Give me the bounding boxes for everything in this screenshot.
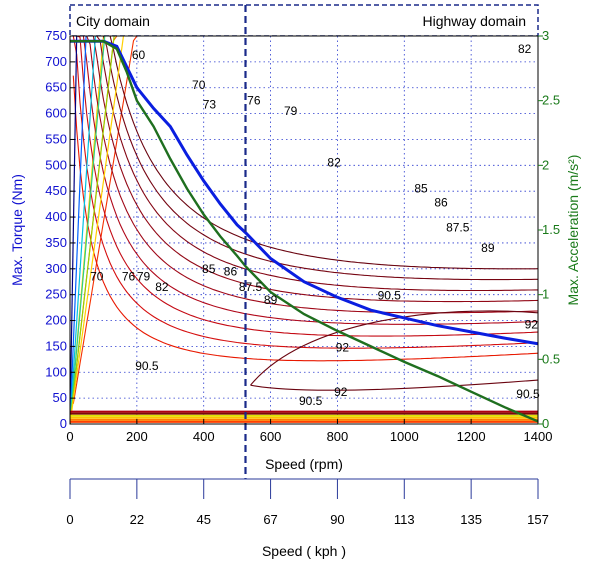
- kph-tick-label: 90: [330, 512, 344, 527]
- contour-fan-line: [70, 36, 87, 424]
- x-axis-ticks: 0 200 400 600 800 1000 1200 1400: [66, 419, 552, 444]
- right-tick-label: 0: [542, 416, 549, 431]
- x-tick-label: 400: [193, 429, 215, 444]
- contour-label: 79: [137, 270, 151, 284]
- x-axis-label: Speed (rpm): [265, 456, 343, 472]
- contour-label: 79: [284, 104, 298, 118]
- contour-label: 89: [481, 241, 495, 255]
- contour-line: [73, 36, 538, 337]
- right-axis-ticks: 0 0.5 1 1.5 2 2.5 3: [538, 28, 560, 431]
- left-tick-label: 300: [45, 261, 67, 276]
- x-tick-label: 600: [260, 429, 282, 444]
- contour-label: 90.5: [299, 394, 323, 408]
- contour-label: 86: [224, 264, 238, 278]
- x-tick-label: 800: [327, 429, 349, 444]
- contour-label: 90.5: [516, 387, 540, 401]
- city-domain-label: City domain: [76, 13, 150, 29]
- contour-label: 87.5: [239, 280, 263, 294]
- kph-tick-label: 67: [263, 512, 277, 527]
- kph-tick-label: 135: [460, 512, 482, 527]
- left-tick-label: 500: [45, 157, 67, 172]
- right-axis-label: Max. Acceleration (m/s²): [565, 155, 581, 306]
- contour-label: 85: [202, 262, 216, 276]
- left-axis-ticks: 0 50 100 150 200 250 300 350 400 450 500 550 600 650 7…: [45, 28, 75, 431]
- left-tick-label: 0: [60, 416, 67, 431]
- x-tick-label: 1200: [457, 429, 486, 444]
- contour-label: 85: [414, 182, 428, 196]
- contour-fan-line: [70, 36, 115, 424]
- contour-label: 82: [327, 156, 341, 170]
- grid-lines: [70, 36, 538, 424]
- contour-label: 73: [203, 97, 217, 111]
- right-tick-label: 1: [542, 287, 549, 302]
- contour-line: [73, 36, 538, 303]
- left-axis-label: Max. Torque (Nm): [9, 174, 25, 286]
- contour-label: 92: [336, 340, 350, 354]
- x-tick-label: 1000: [390, 429, 419, 444]
- right-tick-label: 3: [542, 28, 549, 43]
- kph-tick-label: 45: [196, 512, 210, 527]
- kph-tick-label: 0: [66, 512, 73, 527]
- left-tick-label: 200: [45, 313, 67, 328]
- right-tick-label: 0.5: [542, 351, 560, 366]
- contour-line: [73, 36, 538, 314]
- contour-label: 76: [247, 94, 261, 108]
- left-tick-label: 600: [45, 106, 67, 121]
- left-tick-label: 750: [45, 28, 67, 43]
- contour-fan-line: [70, 36, 125, 424]
- left-tick-label: 50: [53, 390, 67, 405]
- torque-series-line: [70, 39, 538, 346]
- contour-label: 90.5: [378, 289, 402, 303]
- kph-axis-label: Speed ( kph ): [262, 543, 346, 559]
- kph-tick-label: 157: [527, 512, 549, 527]
- highway-domain-label: Highway domain: [423, 13, 527, 29]
- contour-label: 70: [192, 78, 206, 92]
- kph-tick-label: 22: [130, 512, 144, 527]
- kph-axis-ticks: 0 22 45 67 90 113 135 157: [66, 479, 549, 527]
- x-tick-label: 0: [66, 429, 73, 444]
- right-tick-label: 1.5: [542, 222, 560, 237]
- x-tick-label: 1400: [524, 429, 553, 444]
- contour-label: 82: [518, 42, 532, 56]
- contour-label: 92: [334, 385, 348, 399]
- data-series: [70, 39, 538, 423]
- contour-label: 92: [525, 318, 539, 332]
- contour-label: 90.5: [135, 359, 159, 373]
- contour-line: [73, 36, 538, 281]
- contour-label: 60: [132, 48, 146, 62]
- contour-line: [72, 75, 538, 362]
- left-tick-label: 250: [45, 287, 67, 302]
- contour-label: 87.5: [446, 220, 470, 234]
- left-tick-label: 700: [45, 54, 67, 69]
- contour-label: 76: [122, 270, 136, 284]
- right-tick-label: 2: [542, 157, 549, 172]
- right-tick-label: 2.5: [542, 93, 560, 108]
- contour-fan-line: [70, 36, 78, 424]
- left-tick-label: 550: [45, 131, 67, 146]
- contour-fan-line: [70, 36, 106, 424]
- contour-label: 89: [264, 293, 278, 307]
- contour-92-loop: [250, 310, 538, 391]
- contour-label: 70: [90, 270, 104, 284]
- contour-line: [73, 36, 538, 270]
- left-tick-label: 400: [45, 209, 67, 224]
- kph-tick-label: 113: [394, 512, 415, 527]
- left-tick-label: 650: [45, 80, 67, 95]
- contour-line: [72, 36, 538, 349]
- left-tick-label: 100: [45, 364, 67, 379]
- left-tick-label: 350: [45, 235, 67, 250]
- left-tick-label: 450: [45, 183, 67, 198]
- contour-fan-line: [70, 36, 97, 424]
- x-tick-label: 200: [126, 429, 148, 444]
- contour-label: 86: [434, 196, 448, 210]
- acceleration-series-line: [70, 40, 538, 423]
- contour-label: 82: [155, 280, 169, 294]
- contour-line: [73, 36, 538, 325]
- left-tick-label: 150: [45, 338, 67, 353]
